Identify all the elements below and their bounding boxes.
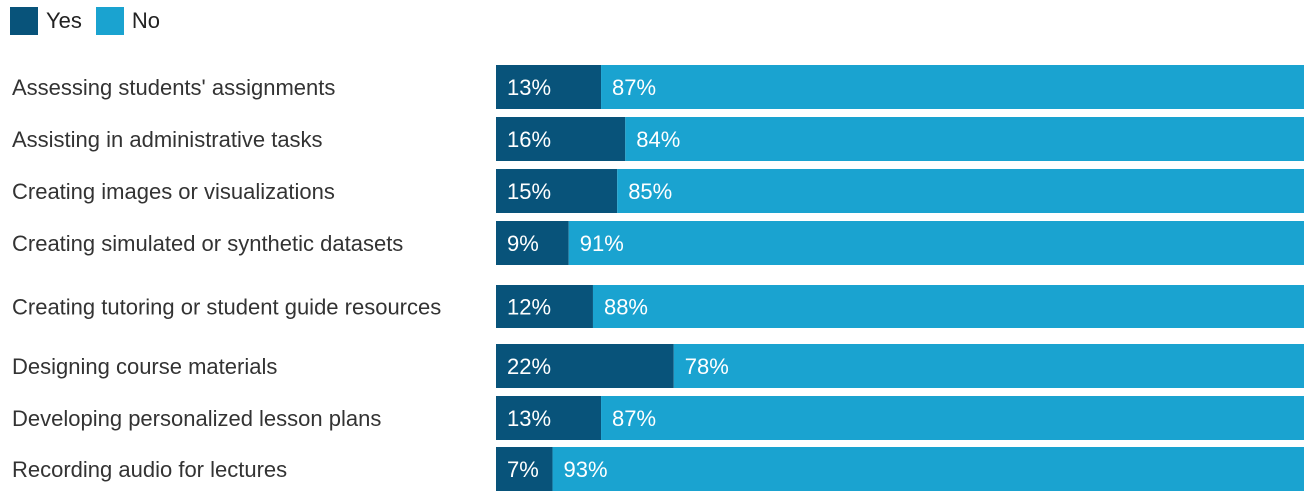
- bar-segment-yes: [496, 396, 602, 440]
- data-label-yes: 7%: [507, 457, 539, 482]
- row-label: Developing personalized lesson plans: [12, 406, 381, 431]
- data-label-no: 84%: [636, 127, 680, 152]
- data-label-no: 85%: [628, 179, 672, 204]
- bar-segment-no: [673, 344, 1304, 388]
- bar-segment-yes: [496, 221, 569, 265]
- data-label-no: 88%: [604, 295, 648, 320]
- data-label-yes: 9%: [507, 231, 539, 256]
- legend-swatch-no: [95, 7, 124, 35]
- bar-segment-yes: [496, 117, 626, 161]
- row-label: Recording audio for lectures: [12, 457, 287, 482]
- bar-segment-yes: [496, 65, 602, 109]
- bar-segment-no: [552, 447, 1304, 491]
- row-label: Designing course materials: [12, 354, 277, 379]
- data-label-no: 78%: [685, 354, 729, 379]
- data-label-no: 93%: [564, 457, 608, 482]
- legend: Yes No: [10, 6, 174, 36]
- row-label: Assisting in administrative tasks: [12, 127, 323, 152]
- data-label-no: 87%: [612, 406, 656, 431]
- bar-segment-no: [601, 396, 1304, 440]
- bar-segment-yes: [496, 285, 593, 328]
- bar-segment-no: [568, 221, 1304, 265]
- bar-segment-no: [592, 285, 1304, 328]
- bar-segment-yes: [496, 447, 553, 491]
- legend-item-no: No: [95, 7, 161, 35]
- data-label-yes: 13%: [507, 406, 551, 431]
- row-label: Creating simulated or synthetic datasets: [12, 231, 403, 256]
- legend-item-yes: Yes: [10, 7, 82, 35]
- data-label-no: 87%: [612, 75, 656, 100]
- data-label-no: 91%: [580, 231, 624, 256]
- legend-label-yes: Yes: [46, 8, 82, 33]
- bar-segment-no: [601, 65, 1304, 109]
- data-label-yes: 13%: [507, 75, 551, 100]
- bar-segment-no: [617, 169, 1304, 213]
- bar-segment-yes: [496, 344, 674, 388]
- legend-swatch-yes: [10, 7, 38, 35]
- bar-segment-yes: [496, 169, 618, 213]
- row-label: Assessing students' assignments: [12, 75, 335, 100]
- row-label: Creating images or visualizations: [12, 179, 335, 204]
- data-label-yes: 22%: [507, 354, 551, 379]
- bar-segment-no: [625, 117, 1304, 161]
- data-label-yes: 12%: [507, 295, 551, 320]
- legend-label-no: No: [131, 8, 161, 33]
- data-label-yes: 16%: [507, 127, 551, 152]
- data-label-yes: 15%: [507, 179, 551, 204]
- row-label: Creating tutoring or student guide resou…: [12, 295, 441, 320]
